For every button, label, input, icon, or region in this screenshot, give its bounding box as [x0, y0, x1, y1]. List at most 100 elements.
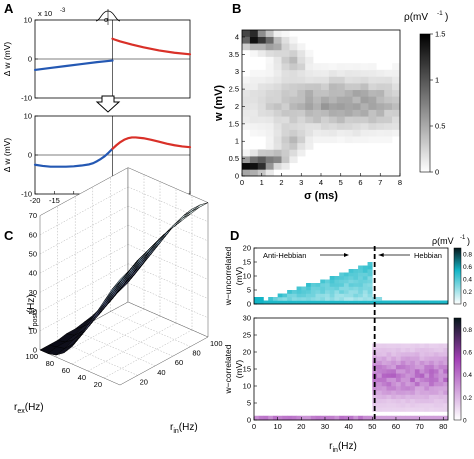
heatmap-cell [400, 415, 406, 421]
heatmap-cell [257, 89, 266, 97]
y-tick-label: -10 [21, 94, 32, 103]
heatmap-cell [367, 276, 373, 280]
heatmap-cell [405, 386, 411, 391]
y-tick-label: 0 [235, 172, 239, 181]
colorbar-label-paren: ) [467, 236, 470, 246]
x-tick-label: 7 [378, 178, 382, 187]
heatmap-cell [281, 36, 290, 44]
x-tick-label: 70 [415, 422, 423, 431]
z-tick-label: 30 [29, 288, 37, 297]
heatmap-cell [358, 293, 364, 298]
heatmap-cell [328, 122, 338, 130]
heatmap-cell [372, 394, 378, 400]
heatmap-cell [306, 283, 312, 287]
heatmap-cell [419, 347, 425, 353]
heatmap-cell [376, 122, 385, 130]
heatmap-cell [391, 347, 397, 353]
heatmap-cell [368, 89, 377, 97]
heatmap-cell [289, 116, 298, 124]
heatmap-cell [419, 377, 425, 383]
heatmap-cell [419, 343, 425, 349]
heatmap-cell [352, 129, 361, 137]
heatmap-cell [265, 169, 274, 177]
heatmap-cell [360, 136, 369, 144]
rex-tick-label: 80 [46, 359, 54, 368]
heatmap-cell [320, 293, 326, 298]
heatmap-cell [296, 297, 302, 301]
heatmap-cell [352, 136, 361, 144]
heatmap-cell [381, 403, 387, 408]
y-tick-label: 0 [247, 300, 251, 309]
heatmap-cell [391, 343, 397, 349]
heatmap-cell [424, 360, 430, 366]
heatmap-cell [384, 103, 393, 110]
y-tick-label: 20 [243, 348, 251, 357]
heatmap-cell [362, 300, 368, 305]
heatmap-cell [258, 415, 264, 421]
z-tick-label: 70 [29, 211, 37, 220]
heatmap-cell [296, 415, 302, 421]
heatmap-cell [400, 381, 406, 387]
heatmap-cell [249, 162, 259, 170]
heatmap-cell [386, 377, 392, 383]
heatmap-cell [381, 398, 387, 404]
heatmap-cell [334, 276, 340, 280]
heatmap-cell [429, 415, 435, 421]
y-tick-label: 1.5 [229, 119, 239, 128]
heatmap-cell [334, 293, 340, 298]
heatmap-cell [381, 347, 387, 353]
heatmap-cell [310, 300, 316, 305]
heatmap-cell [281, 30, 290, 37]
heatmap-cell [297, 63, 306, 71]
heatmap-cell [289, 122, 298, 130]
heatmap-cell [405, 398, 411, 404]
heatmap-cell [392, 122, 401, 130]
heatmap-cell [324, 279, 331, 284]
y-axis-label: Δ w (mV) [2, 42, 12, 77]
colorbar-label-exponent: -1 [437, 10, 443, 17]
heatmap-cell [433, 407, 439, 412]
heatmap-cell [410, 300, 416, 305]
heatmap-cell [433, 415, 439, 421]
heatmap-cell [386, 407, 392, 412]
heatmap-cell [367, 272, 373, 277]
grid-line [127, 301, 209, 338]
hebbian-label: Hebbian [414, 251, 442, 260]
heatmap-cell [424, 415, 430, 421]
heatmap-cell [438, 373, 444, 378]
heatmap-cell [429, 381, 435, 387]
heatmap-cell [306, 415, 312, 421]
heatmap-cell [257, 43, 266, 51]
heatmap-cell [348, 276, 354, 280]
scale-multiplier: x 10 [38, 9, 52, 18]
heatmap-cell [360, 76, 369, 84]
panel-d-annotations: Anti-Hebbian Hebbian ρ(mV -1) rin(Hz) [263, 235, 470, 454]
heatmap-cell [328, 83, 338, 91]
heatmap-cell [263, 300, 269, 305]
colorbar-tick-label: 0 [463, 418, 467, 425]
x-tick-label: 2 [279, 178, 283, 187]
heatmap-cell [358, 279, 364, 284]
heatmap-cell [282, 293, 288, 298]
heatmap-cell [438, 360, 444, 366]
rin-tick-label: 100 [210, 339, 223, 348]
heatmap-cell [414, 352, 420, 357]
heatmap-cell [391, 394, 397, 400]
heatmap-cell [377, 403, 383, 408]
heatmap-cell [392, 103, 401, 110]
heatmap-cell [258, 300, 264, 305]
heatmap-cell [296, 286, 302, 291]
heatmap-cell [297, 89, 306, 97]
heatmap-cell [391, 386, 397, 391]
heatmap-cell [410, 407, 416, 412]
heatmap-cell [405, 369, 411, 374]
heatmap-cell [281, 142, 290, 150]
heatmap-cell [410, 377, 416, 383]
arrow-head [344, 253, 349, 257]
heatmap-cell [343, 276, 349, 280]
heatmap-cell [391, 360, 397, 366]
heatmap-cell [386, 381, 392, 387]
heatmap-cell [367, 283, 373, 287]
heatmap-cell [376, 89, 385, 97]
rex-axis-label-unit: (Hz) [25, 402, 44, 413]
